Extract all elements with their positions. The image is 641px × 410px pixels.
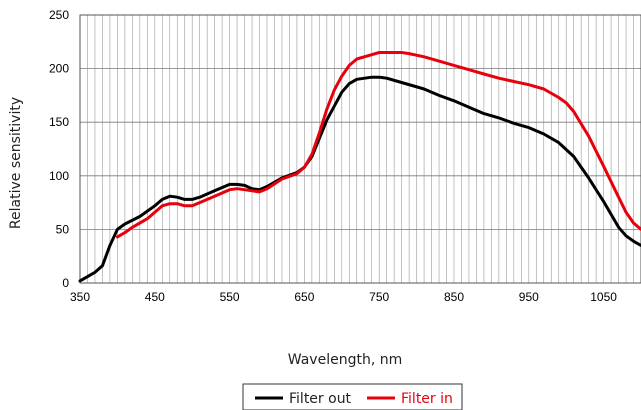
x-tick-label: 1050 bbox=[590, 290, 617, 304]
legend: Filter out Filter in bbox=[242, 383, 463, 410]
y-tick-label: 100 bbox=[49, 169, 69, 183]
plot-grid bbox=[80, 15, 641, 283]
tick-labels: 350 450 550 650 750 850 950 1050 0 50 100 150 200 250 bbox=[49, 8, 617, 304]
y-axis-label: Relative sensitivity bbox=[8, 97, 24, 229]
series-line-filter-in bbox=[115, 51, 641, 239]
y-tick-label: 0 bbox=[62, 276, 69, 290]
x-tick-label: 550 bbox=[220, 290, 240, 304]
x-tick-label: 750 bbox=[369, 290, 389, 304]
x-tick-label: 650 bbox=[294, 290, 314, 304]
y-tick-label: 250 bbox=[49, 8, 69, 22]
y-tick-label: 150 bbox=[49, 115, 69, 129]
x-tick-label: 950 bbox=[519, 290, 539, 304]
x-tick-label: 850 bbox=[444, 290, 464, 304]
legend-label-filter-in: Filter in bbox=[401, 391, 453, 407]
series-line-filter-out bbox=[78, 75, 641, 283]
y-tick-label: 200 bbox=[49, 62, 69, 76]
x-tick-label: 450 bbox=[145, 290, 165, 304]
legend-label-filter-out: Filter out bbox=[289, 391, 352, 407]
x-tick-label: 350 bbox=[70, 290, 90, 304]
x-axis-label: Wavelength, nm bbox=[288, 352, 402, 368]
plot-frame bbox=[79, 14, 641, 284]
series-lines bbox=[78, 51, 641, 283]
y-tick-label: 50 bbox=[56, 222, 70, 236]
